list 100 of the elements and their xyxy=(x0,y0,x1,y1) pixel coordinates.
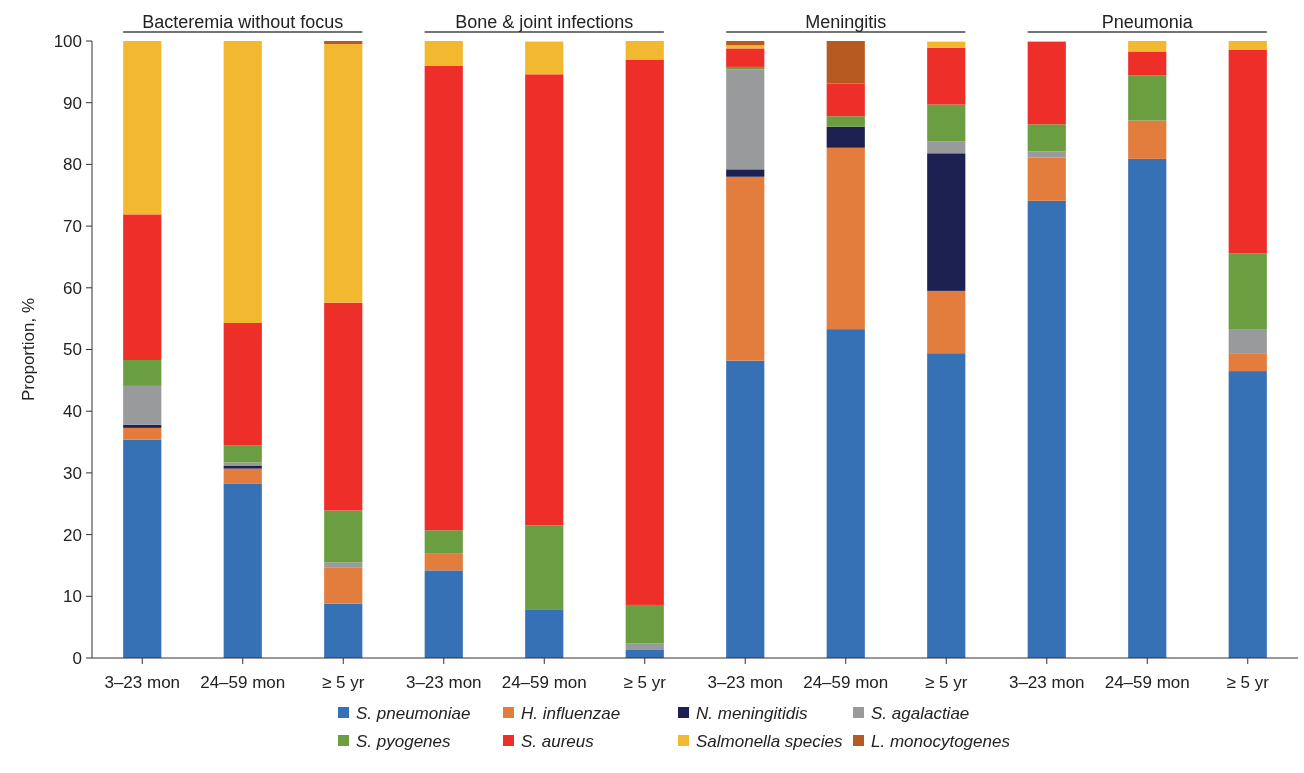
bar xyxy=(1228,49,1267,254)
bar xyxy=(123,424,162,428)
x-tick-label: 3–23 mon xyxy=(1008,673,1085,692)
bar xyxy=(726,41,765,46)
legend-label: H. influenzae xyxy=(521,703,621,723)
bar xyxy=(625,604,664,644)
bar xyxy=(123,359,162,386)
bar xyxy=(424,41,463,66)
legend-label: S. aureus xyxy=(521,731,595,751)
legend-label: L. monocytogenes xyxy=(871,731,1011,751)
bar xyxy=(927,41,966,48)
bar xyxy=(424,65,463,531)
bar xyxy=(1228,41,1267,50)
y-tick-label: 60 xyxy=(63,278,82,298)
bar xyxy=(525,41,564,75)
x-tick-label: ≥ 5 yr xyxy=(925,673,968,692)
x-tick-label: ≥ 5 yr xyxy=(623,673,667,692)
bar xyxy=(324,567,363,604)
bar xyxy=(1228,329,1267,354)
text: Bacteremia without focus xyxy=(142,12,344,32)
x-tick-label: 24–59 mon xyxy=(803,673,889,692)
bar xyxy=(223,41,262,323)
bar xyxy=(625,41,664,60)
bar xyxy=(123,41,162,215)
bar xyxy=(1128,41,1167,52)
bar xyxy=(223,445,262,463)
bar xyxy=(525,525,564,610)
bar xyxy=(927,290,966,354)
bar xyxy=(1228,353,1267,372)
y-axis-title: Proportion, % xyxy=(18,298,38,401)
bar xyxy=(324,41,363,45)
bar xyxy=(525,609,564,658)
bar xyxy=(927,353,966,658)
bar xyxy=(826,116,865,127)
bar xyxy=(1228,253,1267,330)
text: Bone & joint infections xyxy=(455,12,634,32)
bar xyxy=(726,360,765,658)
bar xyxy=(1027,157,1066,201)
x-tick-label: 3–23 mon xyxy=(707,673,784,692)
y-tick-label: 100 xyxy=(53,31,82,51)
bar xyxy=(826,126,865,148)
bar xyxy=(1027,41,1066,125)
bar xyxy=(927,47,966,105)
bar xyxy=(324,562,363,568)
bar xyxy=(324,302,363,511)
bar xyxy=(625,649,664,658)
bar xyxy=(123,214,162,360)
y-tick-label: 30 xyxy=(63,463,82,483)
bar xyxy=(223,322,262,446)
x-tick-label: 3–23 mon xyxy=(405,673,482,692)
y-tick-label: 70 xyxy=(63,217,82,237)
bar xyxy=(927,153,966,291)
bar xyxy=(927,104,966,142)
bar xyxy=(726,176,765,361)
y-tick-label: 40 xyxy=(63,402,82,422)
bar xyxy=(324,603,363,658)
bar xyxy=(1128,75,1167,121)
bar xyxy=(324,44,363,303)
x-tick-label: 24–59 mon xyxy=(501,673,587,692)
bar xyxy=(826,329,865,658)
bar xyxy=(223,483,262,658)
x-tick-label: 24–59 mon xyxy=(200,673,286,692)
bar xyxy=(525,74,564,526)
bar xyxy=(826,41,865,84)
y-tick-label: 0 xyxy=(72,648,82,668)
bar xyxy=(424,570,463,658)
bar xyxy=(1228,371,1267,658)
legend-label: Salmonella species xyxy=(696,731,843,751)
bar xyxy=(324,510,363,563)
legend-label: N. meningitidis xyxy=(696,703,808,723)
bar xyxy=(1128,120,1167,159)
bar xyxy=(1027,124,1066,152)
bar xyxy=(123,439,162,658)
bar xyxy=(927,141,966,154)
bar xyxy=(726,48,765,67)
bar xyxy=(123,427,162,440)
bar xyxy=(726,169,765,177)
bar xyxy=(726,69,765,170)
text: Pneumonia xyxy=(1101,12,1194,32)
y-tick-label: 20 xyxy=(63,525,82,545)
bar xyxy=(1027,151,1066,158)
bar xyxy=(625,59,664,605)
legend-label: S. pneumoniae xyxy=(356,703,471,723)
y-tick-label: 90 xyxy=(63,93,82,113)
bar xyxy=(123,385,162,425)
y-tick-label: 10 xyxy=(63,587,82,607)
x-tick-label: 3–23 mon xyxy=(104,673,181,692)
bar xyxy=(1128,158,1167,658)
bar xyxy=(1128,51,1167,76)
bar xyxy=(625,643,664,650)
bar xyxy=(826,83,865,117)
bar xyxy=(424,530,463,554)
bar xyxy=(424,553,463,571)
x-tick-label: 24–59 mon xyxy=(1104,673,1190,692)
y-tick-label: 80 xyxy=(63,155,82,175)
y-tick-label: 50 xyxy=(63,340,82,360)
text: Meningitis xyxy=(805,12,887,32)
x-tick-label: ≥ 5 yr xyxy=(1226,673,1270,692)
legend-label: S. pyogenes xyxy=(356,731,452,751)
bar xyxy=(1027,200,1066,658)
